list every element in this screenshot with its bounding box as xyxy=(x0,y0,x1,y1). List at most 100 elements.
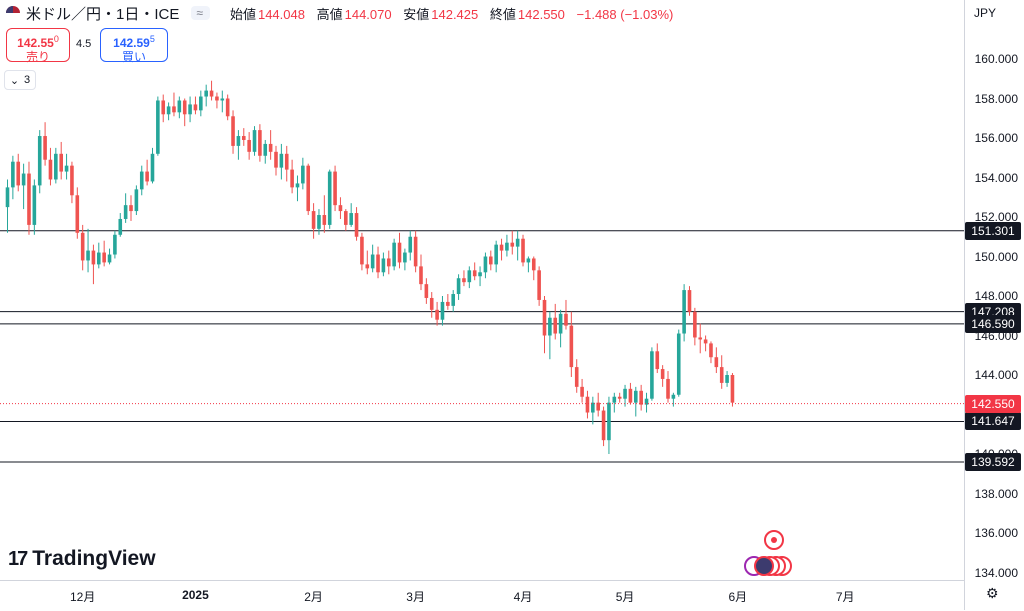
spread-value: 4.5 xyxy=(76,38,92,50)
candle-body xyxy=(156,100,160,154)
candle xyxy=(408,230,413,261)
tradingview-logo[interactable]: 17 TradingView xyxy=(8,547,156,571)
candle-body xyxy=(558,313,563,334)
candle xyxy=(381,252,386,277)
price-axis[interactable] xyxy=(964,0,1024,610)
candle-body xyxy=(521,238,525,263)
high-label: 高値 xyxy=(316,6,343,22)
candle xyxy=(569,311,574,377)
us-flag-icon xyxy=(6,6,20,20)
candle xyxy=(360,232,364,271)
candle xyxy=(623,384,627,407)
candle-body xyxy=(719,367,724,383)
y-tick-label: 138.000 xyxy=(974,486,1018,501)
last-price-label: 142.550 xyxy=(965,394,1021,413)
candle-body xyxy=(48,159,53,180)
candle-body xyxy=(483,256,488,273)
candle xyxy=(639,384,643,411)
candle-body xyxy=(499,244,504,251)
candle-body xyxy=(542,299,547,336)
symbol-title[interactable]: 米ドル／円・1日・ICE xyxy=(26,5,180,23)
candle-body xyxy=(241,136,246,140)
indicators-toggle[interactable]: ⌄ 3 xyxy=(4,70,36,90)
x-tick-label: 6月 xyxy=(728,590,748,604)
candle-body xyxy=(279,153,284,168)
candle-body xyxy=(32,185,37,225)
buy-button[interactable]: 142.595 買い xyxy=(100,28,168,64)
candle-body xyxy=(123,205,128,219)
candle-body xyxy=(676,333,681,395)
horizontal-lines xyxy=(0,230,964,463)
candle-body xyxy=(145,171,149,182)
candle xyxy=(424,278,429,304)
y-tick-label: 156.000 xyxy=(974,131,1018,145)
candle xyxy=(494,240,498,273)
candle-body xyxy=(714,357,719,368)
candle xyxy=(633,386,638,417)
candle-body xyxy=(569,325,574,368)
candle xyxy=(558,309,563,348)
candle-body xyxy=(225,98,230,117)
hline-price-label: 141.647 xyxy=(965,412,1021,431)
candle xyxy=(612,392,617,413)
candle-body xyxy=(247,139,251,152)
candle xyxy=(719,355,724,389)
candle-body xyxy=(91,250,96,265)
candle xyxy=(709,341,713,364)
candle xyxy=(290,159,294,194)
candle-body xyxy=(258,130,262,156)
candle xyxy=(703,335,708,352)
candle-body xyxy=(188,104,192,115)
candle-body xyxy=(64,165,69,172)
candle-body xyxy=(54,153,58,180)
candle xyxy=(327,169,332,229)
buy-label: 買い xyxy=(121,50,146,64)
candle-body xyxy=(236,136,241,146)
candle xyxy=(86,228,90,273)
candle-body xyxy=(199,96,203,111)
candle xyxy=(156,96,160,156)
change-value: −1.488 (−1.03%) xyxy=(576,6,674,22)
candle-body xyxy=(435,309,439,320)
candle xyxy=(70,161,74,204)
hline-price-label: 151.301 xyxy=(965,221,1021,240)
candle xyxy=(531,256,536,281)
candle xyxy=(725,371,729,387)
candle-body xyxy=(182,100,187,115)
close-label: 終値 xyxy=(489,6,516,22)
candle-body xyxy=(607,402,611,441)
sell-button[interactable]: 142.550 売り xyxy=(6,28,70,64)
y-tick-label: 152.000 xyxy=(974,210,1018,224)
candle xyxy=(209,80,214,101)
candle-body xyxy=(220,98,225,101)
settings-gear-icon[interactable]: ⚙ xyxy=(986,585,999,601)
candle xyxy=(54,147,58,184)
chevron-down-icon: ⌄ xyxy=(9,74,20,87)
candle xyxy=(542,296,547,354)
candle-body xyxy=(150,153,155,182)
candle xyxy=(671,392,676,407)
candle-body xyxy=(472,270,477,277)
candle xyxy=(472,262,477,281)
candle xyxy=(166,102,171,121)
x-tick-label: 12月 xyxy=(69,590,96,604)
candle-body xyxy=(333,171,337,206)
market-status-pill[interactable]: ≈ xyxy=(191,6,210,20)
x-tick-label: 5月 xyxy=(615,590,635,604)
candle xyxy=(247,132,251,160)
buy-price-sup: 5 xyxy=(149,34,155,44)
candle-body xyxy=(134,189,139,212)
candle xyxy=(376,246,380,279)
candle-body xyxy=(139,171,144,190)
time-axis[interactable] xyxy=(0,580,964,611)
candle xyxy=(306,163,311,216)
candle xyxy=(75,187,80,239)
candle-body xyxy=(193,104,198,111)
candle-body xyxy=(5,187,10,208)
price-chart[interactable] xyxy=(0,0,964,580)
candle xyxy=(349,203,353,227)
candle xyxy=(268,130,273,160)
candle xyxy=(150,147,155,184)
candle-body xyxy=(446,301,450,306)
currency-label[interactable]: JPY xyxy=(974,6,997,20)
